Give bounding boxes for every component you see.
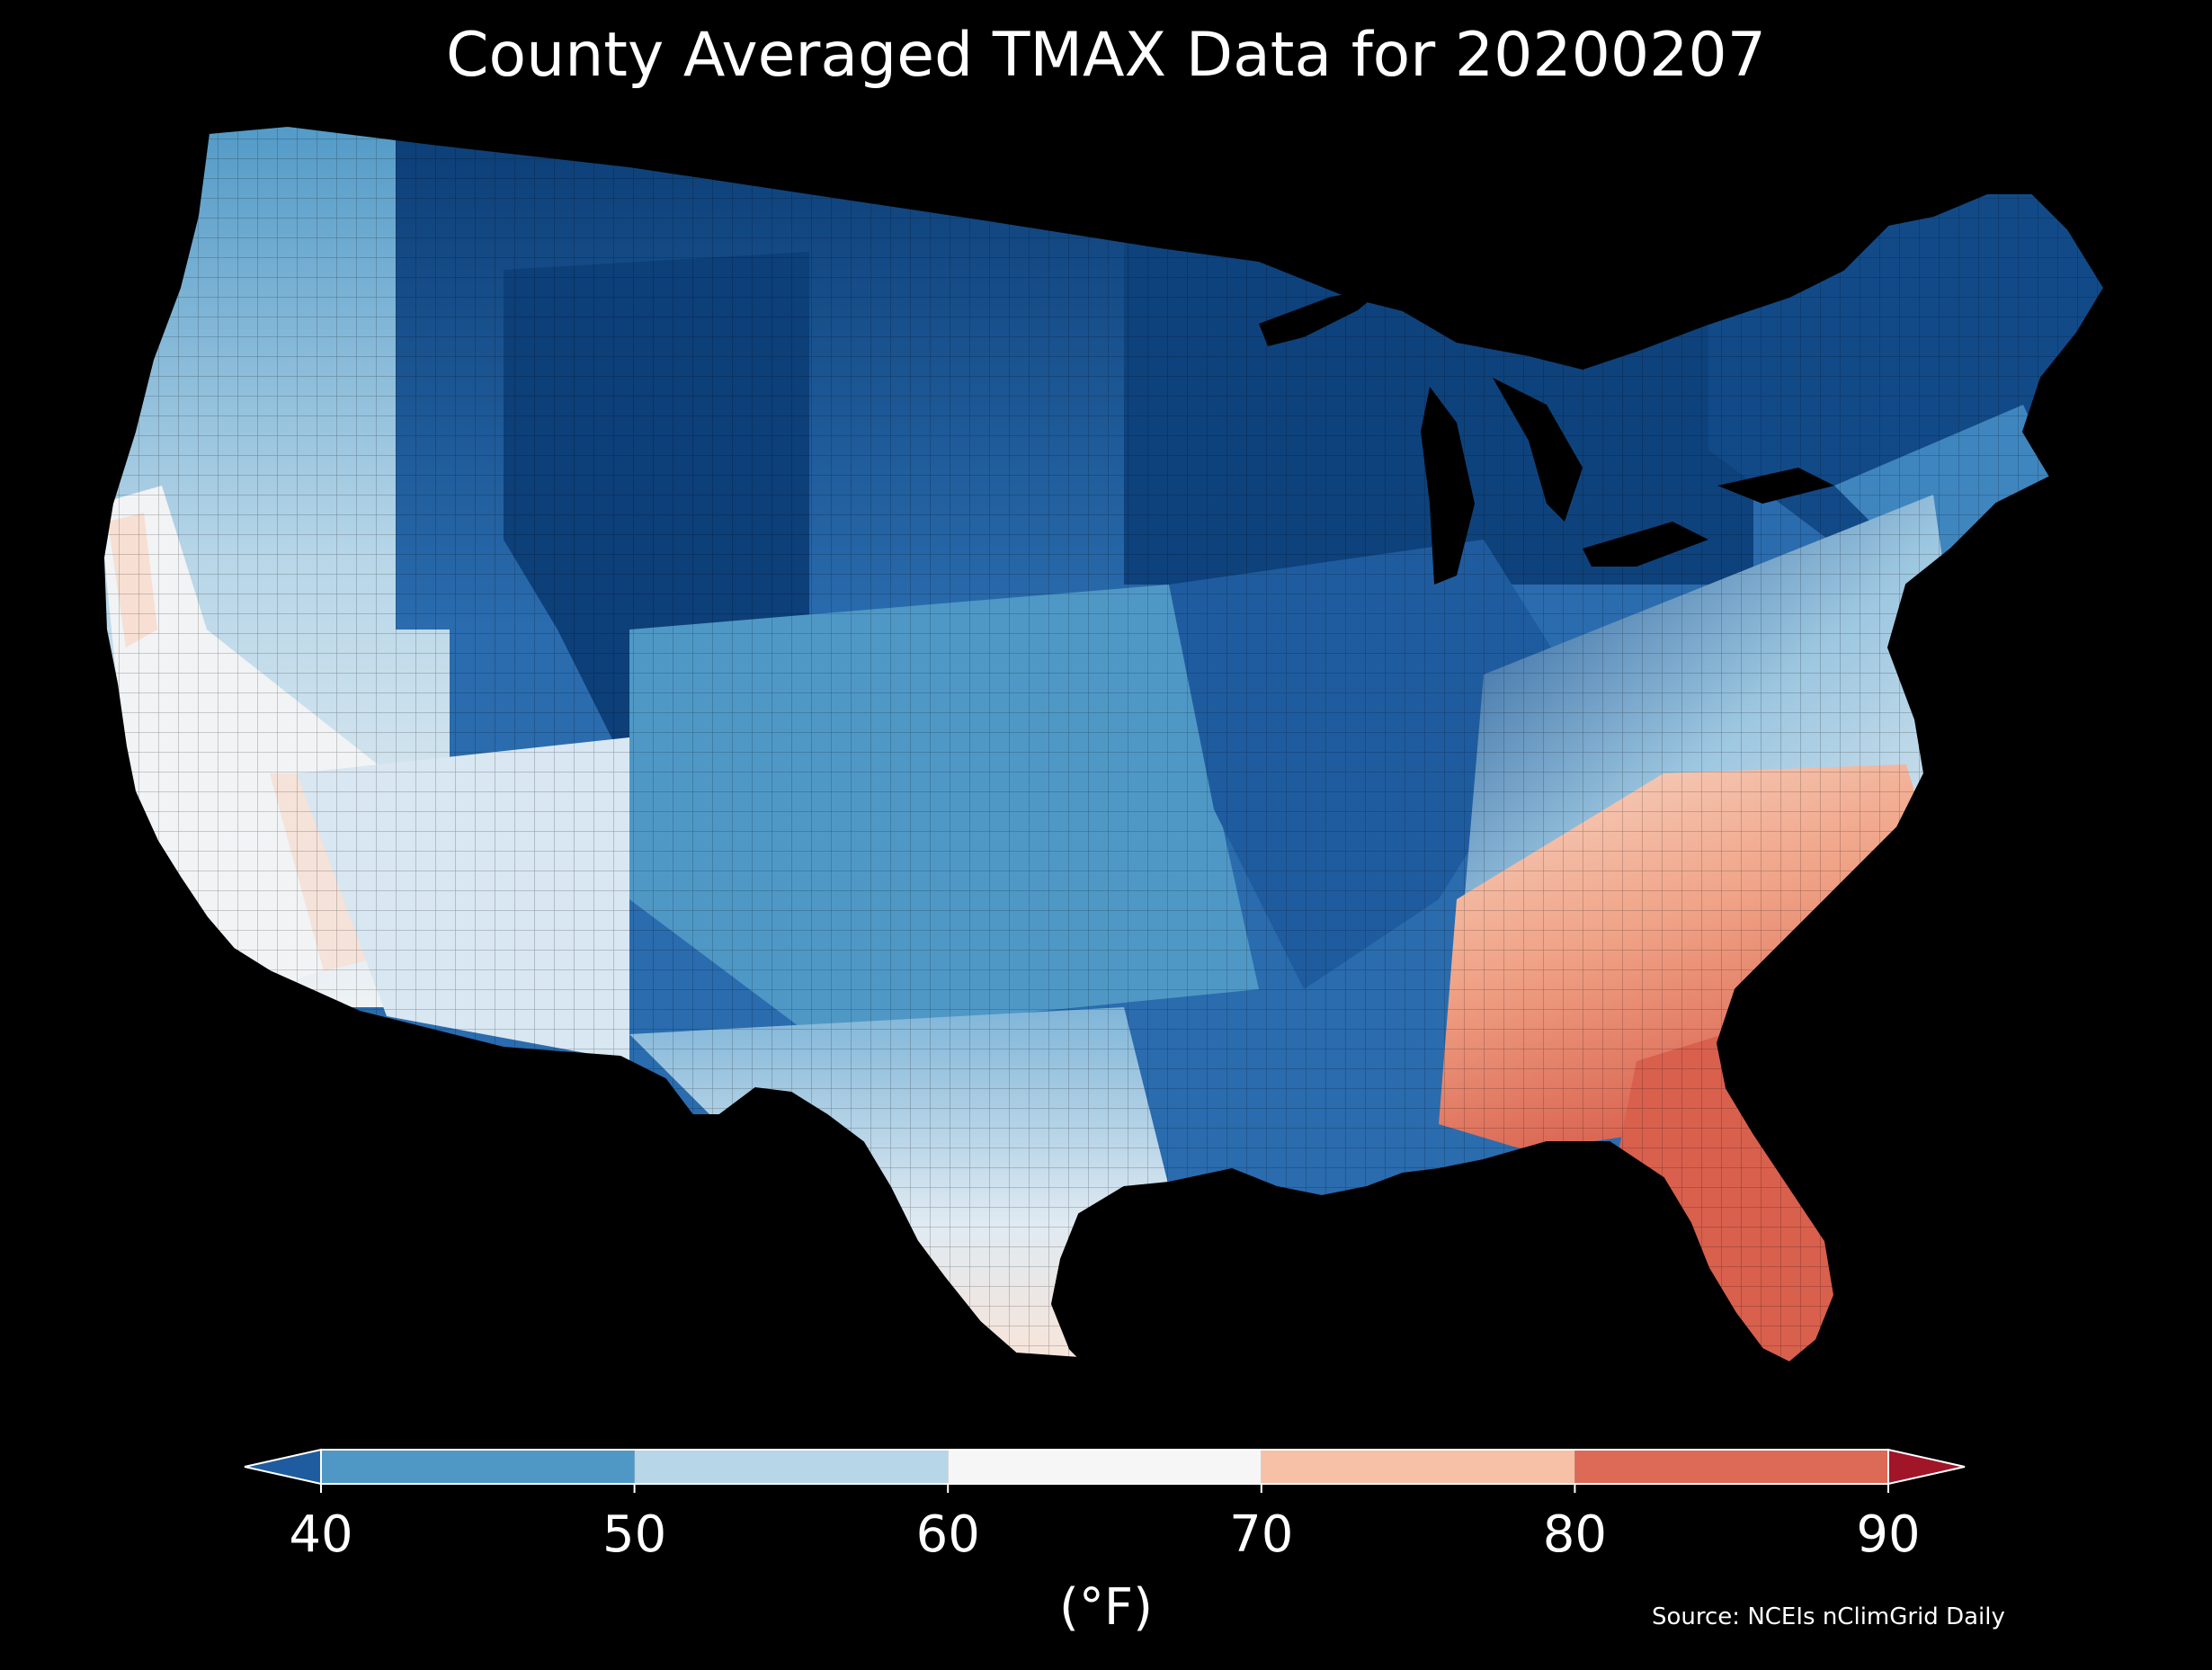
us-outline <box>102 124 2106 1364</box>
colorbar: 40 50 60 70 80 90 <box>0 1439 2212 1666</box>
map-title: County Averaged TMAX Data for 20200207 <box>446 20 1766 91</box>
colorbar-tick-label: 90 <box>1856 1505 1920 1564</box>
colorbar-bin <box>321 1450 635 1484</box>
colorbar-unit-label: (°F) <box>1059 1578 1153 1637</box>
colorbar-bin <box>634 1450 949 1484</box>
colorbar-bin <box>1261 1450 1575 1484</box>
colorbar-extend-high <box>1887 1448 1966 1486</box>
colorbar-extend-low <box>244 1448 322 1486</box>
colorbar-tick-label: 40 <box>289 1505 352 1564</box>
colorbar-bin <box>1574 1450 1888 1484</box>
county-fill-layer <box>103 126 2104 1362</box>
us-county-map <box>102 124 2106 1364</box>
colorbar-frame <box>320 1449 1889 1485</box>
great-lakes <box>1259 288 1834 585</box>
source-note: Source: NCEIs nClimGrid Daily <box>1652 1603 2005 1630</box>
colorbar-tick-label: 60 <box>916 1505 980 1564</box>
colorbar-tick-label: 50 <box>602 1505 666 1564</box>
colorbar-bin <box>948 1450 1262 1484</box>
colorbar-tick-label: 80 <box>1543 1505 1607 1564</box>
map-svg <box>102 124 2106 1364</box>
colorbar-svg: 40 50 60 70 80 90 <box>244 1448 1966 1564</box>
colorbar-tick-label: 70 <box>1229 1505 1293 1564</box>
